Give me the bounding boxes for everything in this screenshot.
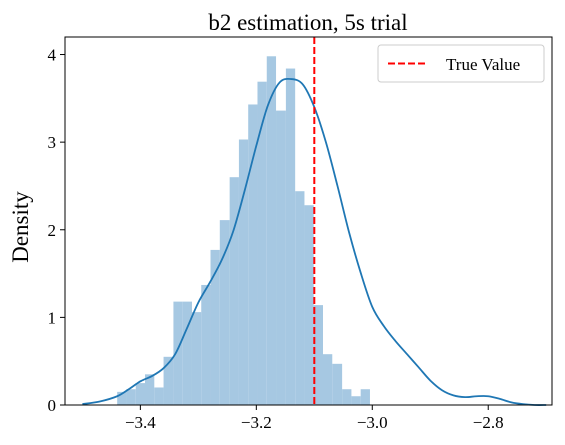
histogram-bar-24	[342, 389, 352, 405]
histogram-bar-2	[135, 383, 146, 405]
y-tick-label: 1	[48, 308, 57, 327]
histogram-bar-7	[182, 301, 192, 405]
histogram-bar-18	[285, 68, 296, 405]
legend: True Value	[377, 44, 545, 83]
histogram-bars	[117, 56, 370, 405]
x-tick-label: −3.0	[357, 413, 388, 432]
histogram-bar-26	[360, 389, 370, 405]
histogram-bar-25	[351, 396, 361, 405]
y-tick-label: 4	[48, 46, 57, 65]
histogram-bar-9	[201, 284, 211, 405]
histogram-bar-14	[248, 104, 258, 405]
kde-curve	[82, 77, 547, 406]
y-tick-label: 2	[48, 221, 57, 240]
y-tick-label: 3	[48, 133, 57, 152]
x-axis: −3.4 −3.2 −3.0 −2.8	[125, 405, 504, 432]
plot-frame	[64, 36, 553, 406]
histogram-bar-3	[145, 374, 155, 405]
histogram-bar-16	[266, 56, 277, 405]
histogram-bar-17	[276, 110, 286, 405]
y-tick-label: 0	[48, 396, 57, 415]
histogram-bar-23	[332, 363, 343, 405]
histogram-bar-1	[126, 389, 136, 405]
histogram-bar-21	[313, 305, 323, 405]
histogram-bar-15	[257, 81, 267, 405]
x-tick-label: −2.8	[473, 413, 504, 432]
histogram-bar-11	[219, 220, 230, 405]
kde-curve-group	[82, 77, 547, 406]
histogram-bar-20	[304, 205, 314, 405]
chart-title: b2 estimation, 5s trial	[208, 10, 407, 35]
histogram-bar-4	[154, 387, 164, 405]
x-tick-label: −3.4	[125, 413, 156, 432]
y-axis-title: Density	[8, 191, 33, 263]
y-axis: 0 1 2 3 4	[48, 46, 65, 415]
histogram-bar-10	[210, 249, 220, 405]
histogram-bar-22	[322, 354, 333, 405]
histogram-bar-8	[191, 312, 202, 405]
x-tick-label: −3.2	[241, 413, 272, 432]
legend-box	[377, 44, 545, 83]
histogram-bar-19	[295, 191, 305, 405]
histogram-bar-5	[163, 356, 174, 405]
histogram-bar-0	[117, 391, 127, 405]
histogram-bar-12	[229, 177, 239, 405]
histogram-bar-6	[173, 301, 183, 405]
legend-label-true-value: True Value	[446, 55, 520, 74]
histogram-bar-13	[238, 139, 249, 405]
